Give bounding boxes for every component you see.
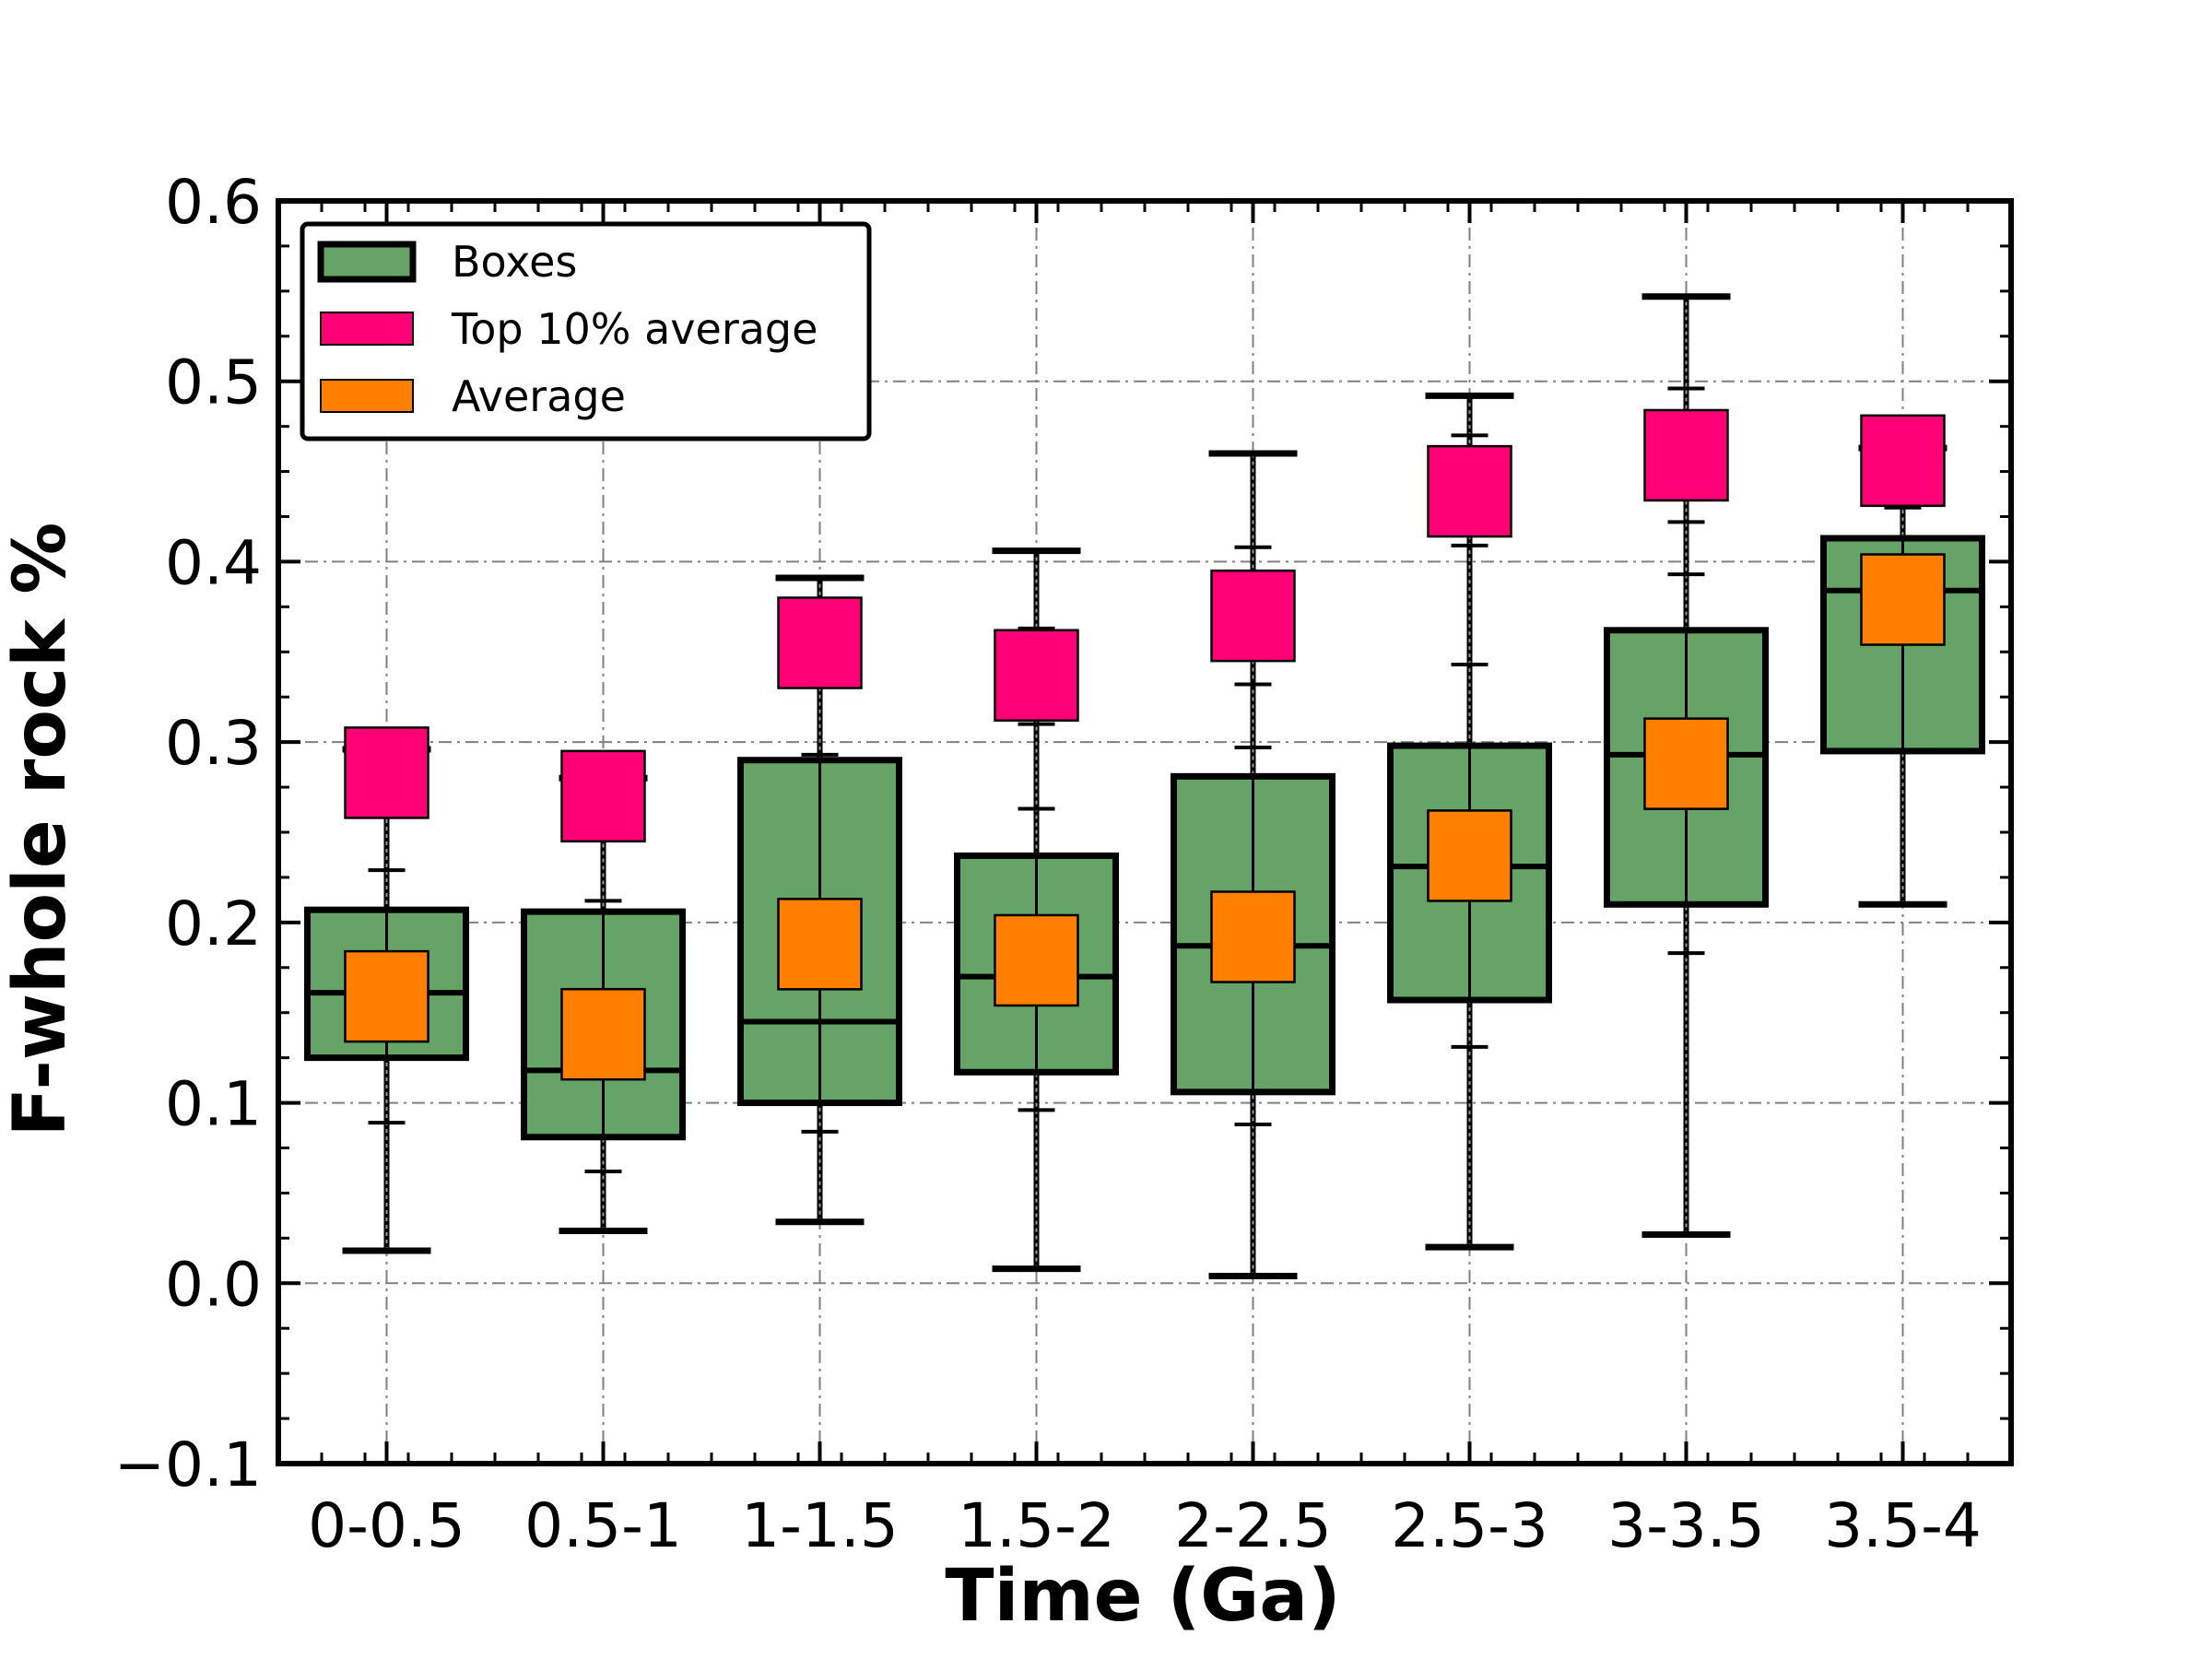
box-group [1171, 450, 1335, 1279]
top10-marker [1860, 414, 1946, 508]
box-group [1820, 414, 1985, 908]
top10-marker [560, 749, 646, 843]
box-group [737, 574, 902, 1226]
legend-swatch-average [320, 379, 414, 413]
legend: Boxes Top 10% average Average [300, 221, 872, 441]
box-group [954, 547, 1119, 1273]
average-marker [1643, 717, 1729, 810]
top10-marker [1427, 444, 1512, 538]
legend-swatch-top10 [320, 312, 414, 346]
x-axis-title: Time (Ga) [945, 1555, 1340, 1638]
x-tick-label: 1-1.5 [741, 1490, 899, 1561]
x-tick-label: 0.5-1 [524, 1490, 682, 1561]
average-marker [777, 898, 863, 991]
x-tick-label: 3-3.5 [1607, 1490, 1765, 1561]
average-marker [1210, 890, 1296, 983]
box-group [521, 749, 686, 1235]
average-marker [1427, 809, 1512, 902]
average-marker [344, 949, 429, 1043]
y-tick-label: 0.1 [165, 1069, 262, 1140]
legend-swatch-boxes [317, 241, 417, 283]
box-group [1604, 293, 1769, 1238]
top10-marker [777, 596, 863, 689]
top10-marker [1210, 569, 1296, 663]
box-group [304, 726, 469, 1254]
x-tick-label: 3.5-4 [1824, 1490, 1982, 1561]
x-tick-label: 1.5-2 [958, 1490, 1115, 1561]
legend-label-average: Average [452, 371, 626, 421]
average-marker [1860, 553, 1946, 646]
y-tick-label: 0.6 [165, 167, 262, 238]
y-axis-title: F-whole rock % [0, 523, 82, 1137]
top10-marker [344, 726, 429, 819]
y-tick-label: 0.0 [165, 1249, 262, 1320]
legend-label-boxes: Boxes [452, 237, 577, 287]
x-axis-ticks: 0-0.5 0.5-1 1-1.5 1.5-2 2-2.5 2.5-3 3-3.5 3.5-4 [276, 201, 2013, 1561]
y-tick-label: 0.4 [165, 527, 262, 598]
x-tick-label: 2-2.5 [1174, 1490, 1332, 1561]
y-tick-label: −0.1 [114, 1430, 262, 1500]
y-tick-label: 0.3 [165, 708, 262, 779]
x-tick-label: 0-0.5 [308, 1490, 465, 1561]
average-marker [994, 913, 1079, 1007]
y-tick-label: 0.5 [165, 347, 262, 418]
top10-marker [994, 629, 1079, 722]
legend-frame [300, 221, 872, 441]
top10-marker [1643, 408, 1729, 502]
legend-label-top10: Top 10% average [451, 304, 818, 354]
x-tick-label: 2.5-3 [1391, 1490, 1548, 1561]
average-marker [560, 987, 646, 1081]
y-tick-label: 0.2 [165, 888, 262, 959]
y-axis-ticks: −0.1 0.0 0.1 0.2 0.3 0.4 0.5 0.6 [114, 167, 2011, 1500]
box-series [304, 293, 1985, 1279]
box-group [1387, 392, 1552, 1251]
